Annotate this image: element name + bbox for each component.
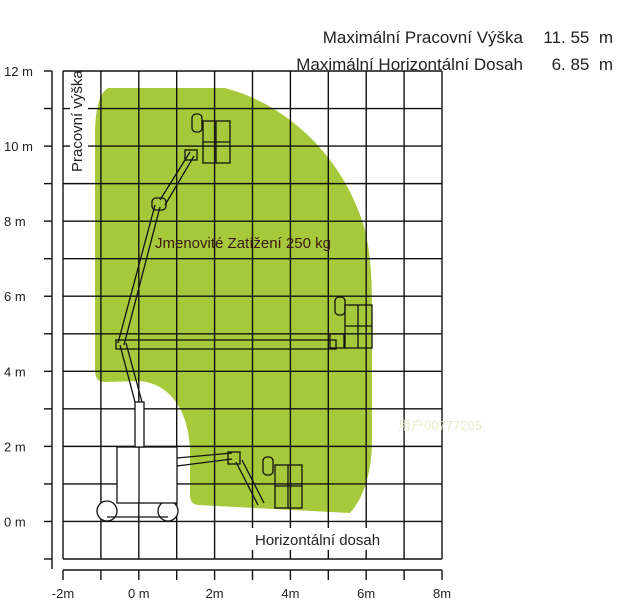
mast: [134, 401, 145, 448]
x-tick-label: 4m: [281, 586, 299, 601]
front-wheel: [157, 500, 179, 522]
y-tick-label: 4 m: [4, 364, 26, 379]
x-axis: -2m 0 m 2m 4m 6m 8m: [52, 569, 451, 601]
y-tick-label: 6 m: [4, 289, 26, 304]
spec-label: Maximální Horizontální Dosah: [296, 55, 523, 74]
chassis: [116, 446, 178, 504]
x-tick-label: 6m: [357, 586, 375, 601]
spec-value: 6. 85 m: [551, 55, 613, 74]
y-tick-label: 10 m: [4, 139, 33, 154]
y-tick-label: 0 m: [4, 514, 26, 529]
x-tick-label: -2m: [52, 586, 74, 601]
boom-lift-illustration: [96, 113, 373, 522]
x-tick-label: 0 m: [128, 586, 150, 601]
spec-label: Maximální Pracovní Výška: [322, 28, 523, 47]
grid: [62, 70, 443, 560]
max-working-height: Maximální Pracovní Výška 11. 55 m: [313, 8, 613, 48]
y-tick-label: 8 m: [4, 214, 26, 229]
y-axis: 12 m 10 m 8 m 6 m 4 m 2 m 0 m: [4, 64, 53, 569]
max-horizontal-reach: Maximální Horizontální Dosah 6. 85 m: [287, 35, 613, 75]
y-axis-title: Pracovní výška: [69, 70, 86, 172]
y-tick-label: 12 m: [4, 64, 33, 79]
spec-value: 11. 55 m: [543, 28, 613, 47]
x-tick-label: 2m: [206, 586, 224, 601]
watermark: 用户00777205: [398, 418, 482, 433]
load-label: Jmenovité Zatížení 250 kg: [155, 235, 331, 252]
rear-wheel: [96, 500, 118, 522]
x-axis-title: Horizontální dosah: [255, 532, 380, 549]
y-tick-label: 2 m: [4, 439, 26, 454]
x-tick-label: 8m: [433, 586, 451, 601]
